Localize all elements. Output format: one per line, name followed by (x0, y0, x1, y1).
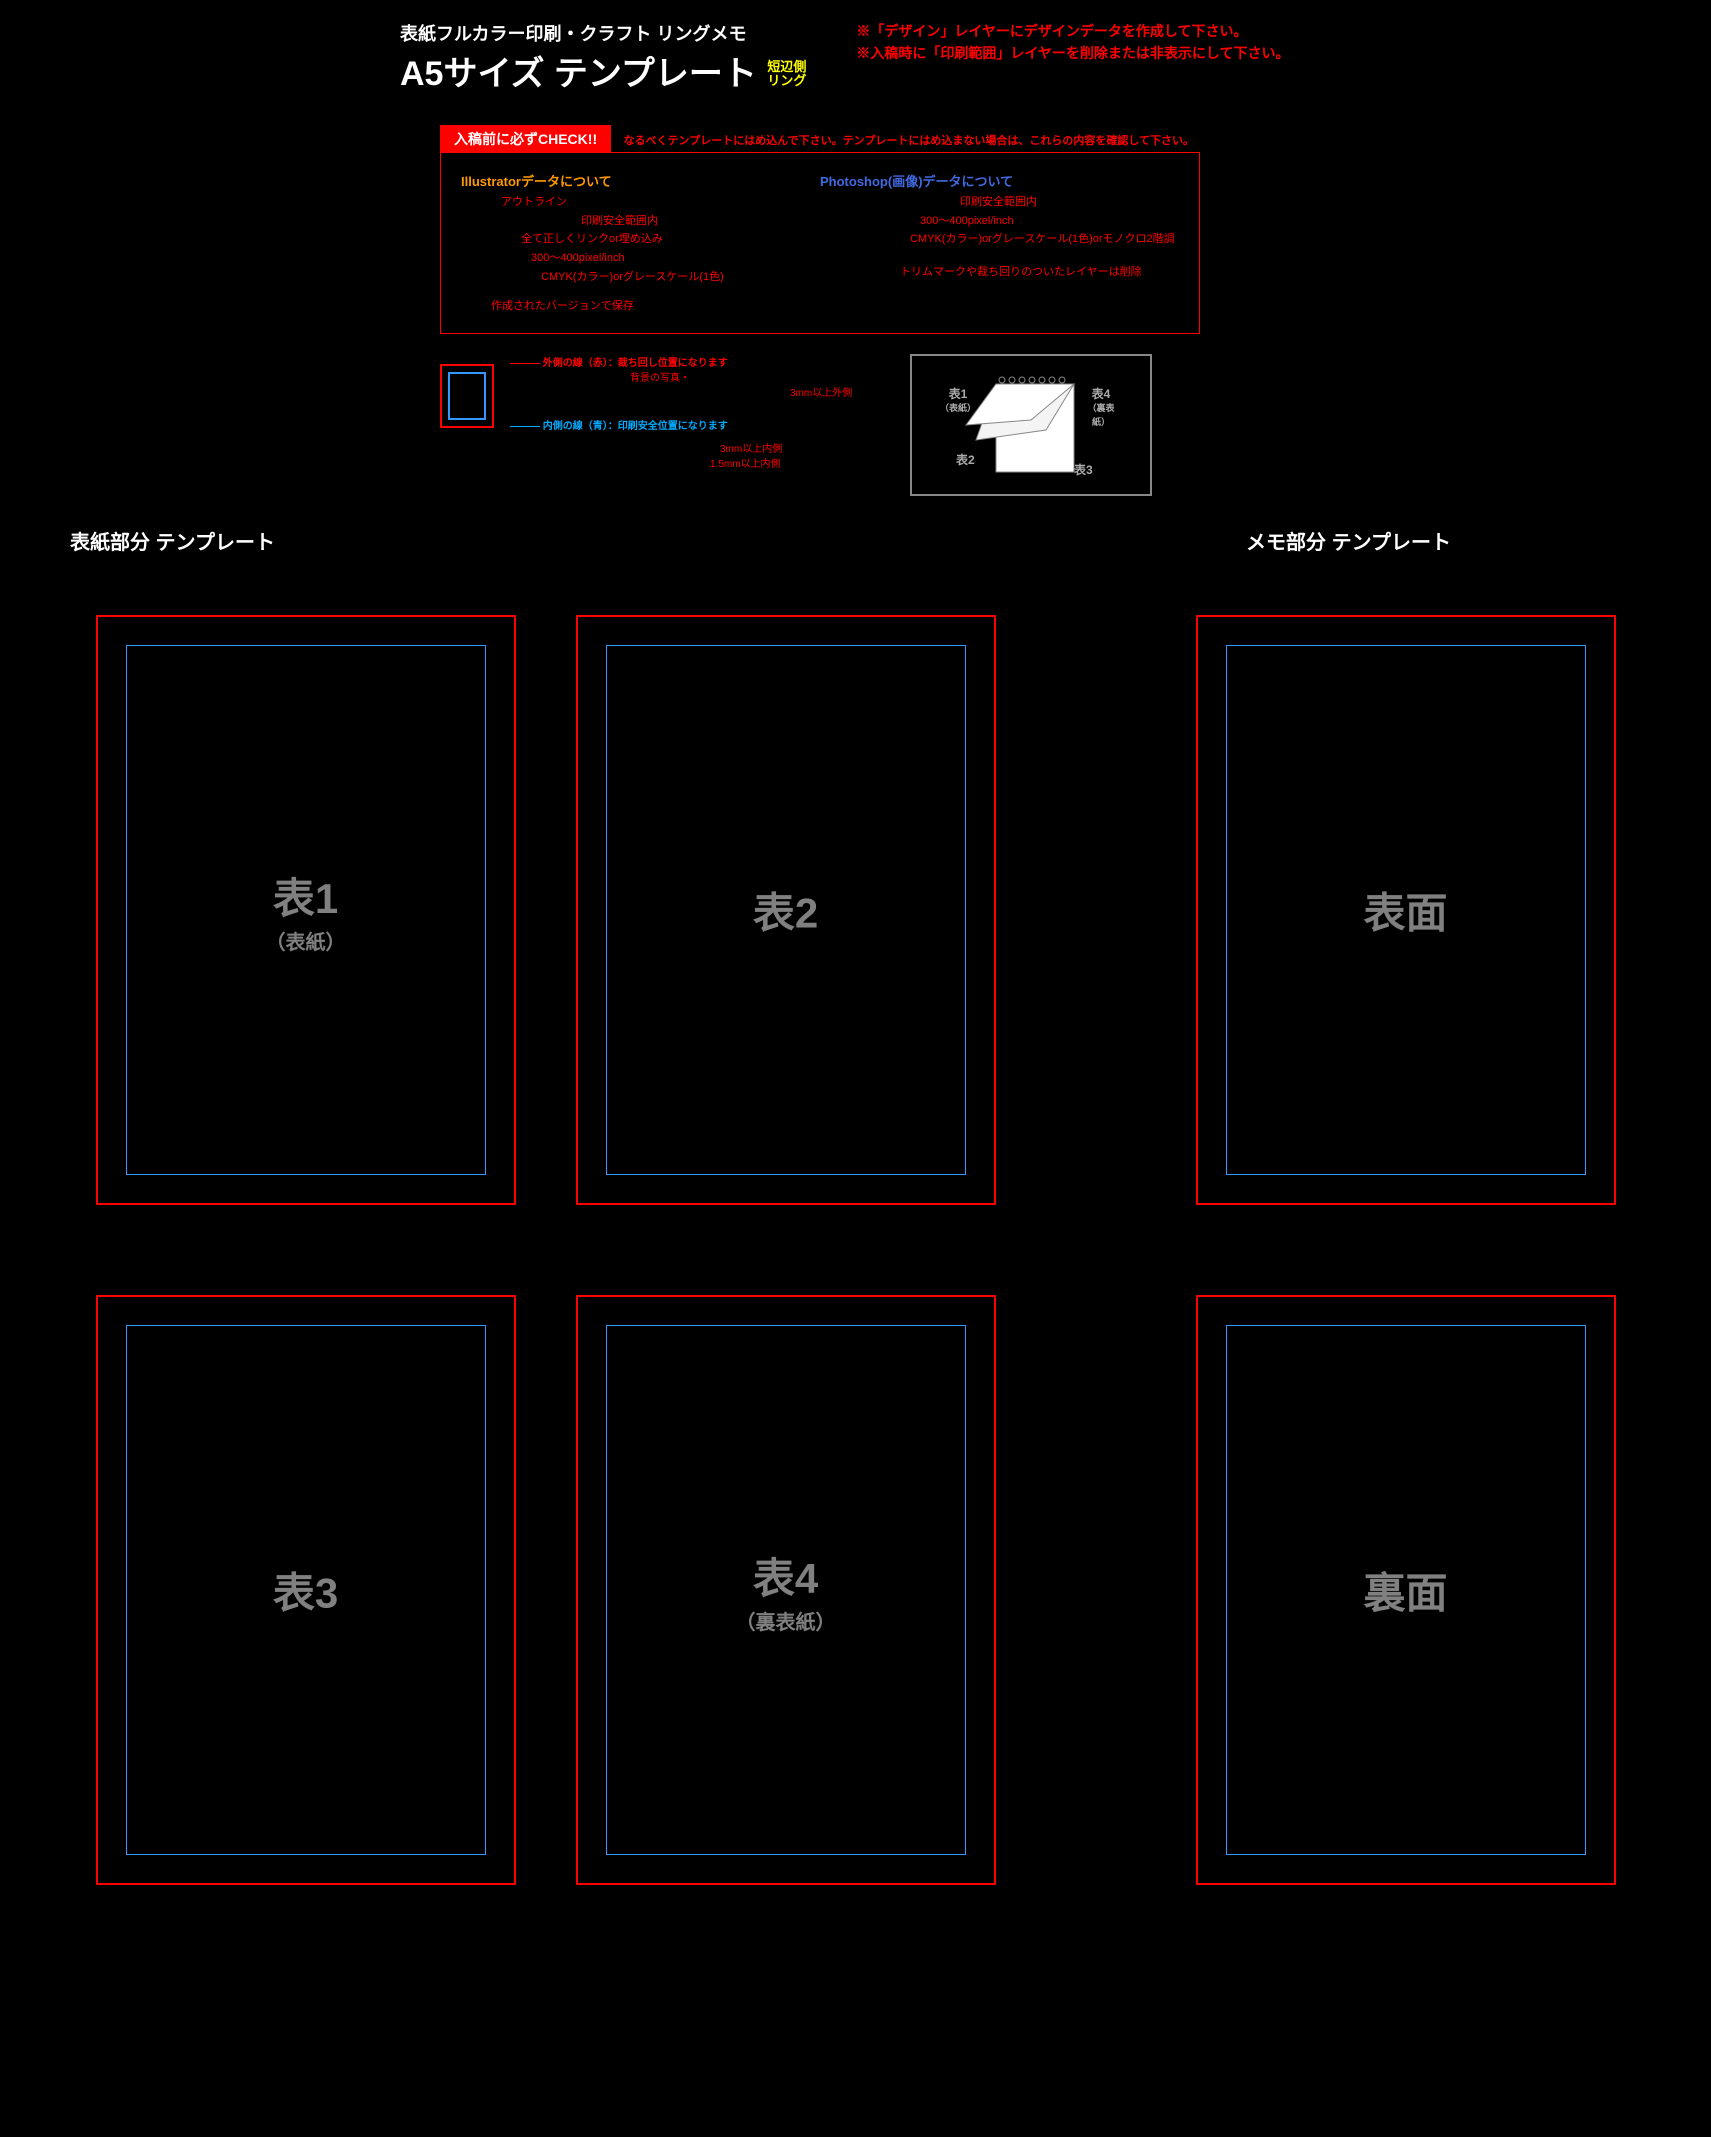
panel-label: 表4 （裏表紙） (736, 1545, 836, 1635)
flip-p3: 表3 (1074, 464, 1093, 477)
ill-l2: 印刷安全範囲内 (581, 212, 820, 231)
flip-p2: 表2 (956, 454, 975, 467)
ill-l3: 全て正しくリンクor埋め込み (521, 230, 820, 249)
flip-p4s: （裏表紙） (1087, 403, 1114, 426)
ill-l5: CMYK(カラー)orグレースケール(1色) (541, 268, 820, 287)
guide-row: 外側の線（赤）：裁ち回し位置になります 背景の写真・ 3mm以上外側 内側の線（… (440, 354, 1711, 496)
panel-title: 表4 (753, 1555, 818, 1602)
panel-title: 表2 (753, 890, 818, 937)
ill-l4: 300～400pixel/inch (531, 249, 820, 268)
template-panel: 表2 (576, 615, 996, 1205)
memo-section-title: メモ部分 テンプレート (1246, 526, 1451, 555)
header: 表紙フルカラー印刷・クラフト リングメモ A5サイズ テンプレート 短辺側 リン… (0, 0, 1711, 95)
header-note-1: ※「デザイン」レイヤーにデザインデータを作成して下さい。 (856, 20, 1289, 42)
header-notes: ※「デザイン」レイヤーにデザインデータを作成して下さい。 ※入稿時に「印刷範囲」… (856, 20, 1289, 95)
flip-p1: 表1 (949, 387, 968, 401)
inner-margin-1: 3mm以上内側 (720, 440, 910, 455)
panel-title: 裏面 (1363, 1570, 1447, 1617)
tag-line-1: 短辺側 (767, 59, 806, 74)
inner-margin-2: 1.5mm以上内側 (710, 455, 910, 470)
panel-label: 表1 （表紙） (266, 865, 346, 955)
header-note-2: ※入稿時に「印刷範囲」レイヤーを削除または非表示にして下さい。 (856, 42, 1289, 64)
ps-l3: CMYK(カラー)orグレースケール(1色)orモノクロ2階調 (910, 230, 1179, 249)
panel-label: 表3 (273, 1560, 338, 1621)
template-panel: 表面 (1196, 615, 1616, 1205)
template-panels: 表1 （表紙） 表2 表面表3 表4 （裏表紙） 裏面 (0, 555, 1711, 1945)
panel-title: 表1 (273, 875, 338, 922)
panel-label: 裏面 (1363, 1560, 1447, 1621)
template-panel: 表1 （表紙） (96, 615, 516, 1205)
template-panel: 表3 (96, 1295, 516, 1885)
header-tag: 短辺側 リング (767, 60, 806, 89)
template-panel: 表4 （裏表紙） (576, 1295, 996, 1885)
flip-diagram: 表1 （表紙） 表2 表3 表4 （裏表紙） (910, 354, 1152, 496)
ps-l2: 300～400pixel/inch (920, 212, 1179, 231)
outer-note: 背景の写真・ (630, 369, 910, 384)
panel-label: 表2 (753, 880, 818, 941)
illustrator-heading: Illustratorデータについて (461, 171, 820, 193)
panel-title: 表3 (273, 1570, 338, 1617)
panel-subtitle: （裏表紙） (736, 1606, 836, 1635)
panel-subtitle: （表紙） (266, 926, 346, 955)
photoshop-column: Photoshop(画像)データについて 印刷安全範囲内 300～400pixe… (820, 171, 1179, 315)
section-titles: 表紙部分 テンプレート メモ部分 テンプレート (0, 526, 1711, 555)
header-subtitle: 表紙フルカラー印刷・クラフト リングメモ (400, 20, 806, 46)
check-note: なるべくテンプレートにはめ込んで下さい。テンプレートにはめ込まない場合は、これら… (624, 135, 1194, 147)
check-tab: 入稿前に必ずCHECK!! (440, 125, 611, 153)
guide-swatch (440, 364, 494, 428)
info-box: Illustratorデータについて アウトライン 印刷安全範囲内 全て正しくリ… (440, 152, 1200, 334)
tag-line-2: リング (767, 73, 806, 88)
illustrator-column: Illustratorデータについて アウトライン 印刷安全範囲内 全て正しくリ… (461, 171, 820, 315)
guide-swatch-inner (448, 372, 486, 420)
guide-legend: 外側の線（赤）：裁ち回し位置になります 背景の写真・ 3mm以上外側 内側の線（… (440, 354, 910, 496)
panel-title: 表面 (1363, 890, 1447, 937)
outer-line-label: 外側の線（赤）：裁ち回し位置になります (543, 358, 728, 369)
ill-l1: アウトライン (501, 193, 820, 212)
ill-l6: 作成されたバージョンで保存 (491, 297, 820, 316)
check-section: 入稿前に必ずCHECK!! なるべくテンプレートにはめ込んで下さい。テンプレート… (440, 125, 1200, 334)
header-title: A5サイズ テンプレート (400, 46, 757, 95)
photoshop-heading: Photoshop(画像)データについて (820, 171, 1179, 193)
outer-margin: 3mm以上外側 (790, 384, 910, 399)
ps-l1: 印刷安全範囲内 (960, 193, 1179, 212)
panel-label: 表面 (1363, 880, 1447, 941)
flip-p1s: （表紙） (940, 403, 976, 413)
header-left: 表紙フルカラー印刷・クラフト リングメモ A5サイズ テンプレート 短辺側 リン… (400, 20, 806, 95)
inner-line-label: 内側の線（青）：印刷安全位置になります (543, 421, 728, 432)
template-panel: 裏面 (1196, 1295, 1616, 1885)
ps-l4: トリムマークや裁ち回りのついたレイヤーは削除 (900, 263, 1179, 282)
flip-p4: 表4 (1092, 387, 1111, 401)
cover-section-title: 表紙部分 テンプレート (70, 526, 275, 555)
